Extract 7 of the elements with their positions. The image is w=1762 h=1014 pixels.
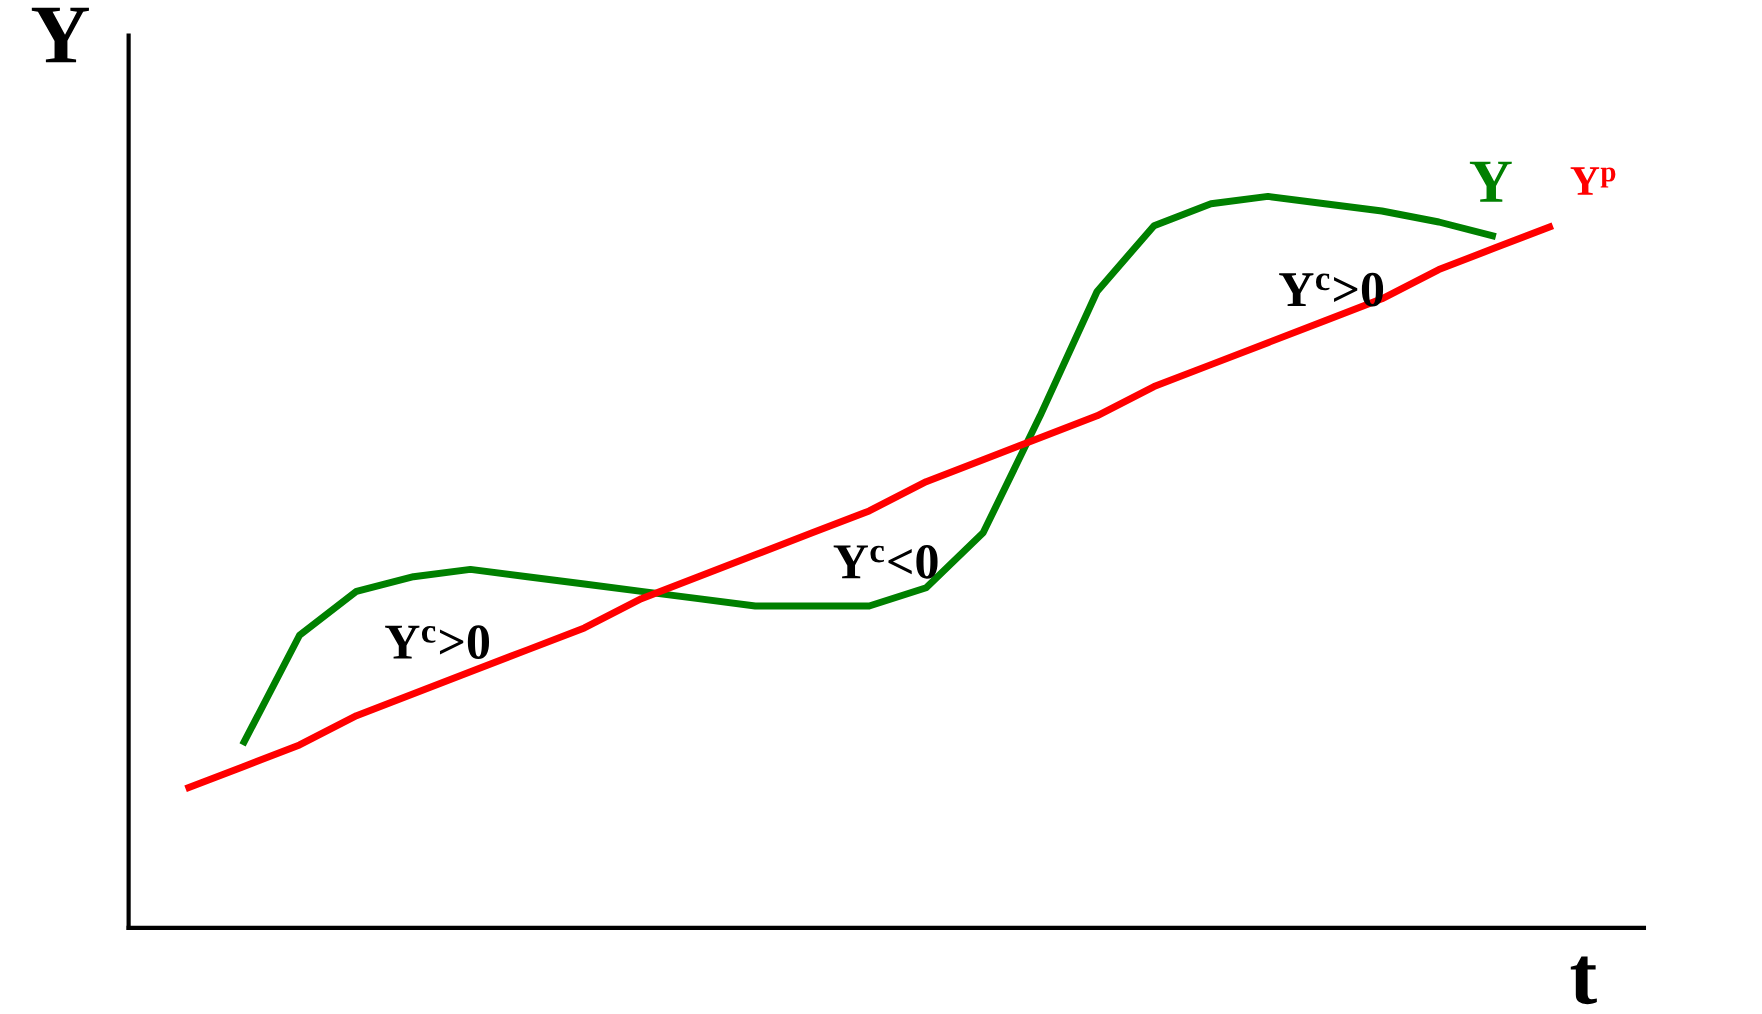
y-axis-title: Y (31, 7, 89, 63)
annotation: Y$^{c}$>0 (1279, 272, 1384, 307)
annotation: Y$^{c}$<0 (833, 544, 938, 579)
series-label: Y$^{p}$ (1570, 167, 1616, 195)
series-label: Y (1469, 161, 1512, 202)
x-axis-title: t (1570, 956, 1597, 1005)
annotation: Y$^{c}$>0 (385, 625, 490, 659)
